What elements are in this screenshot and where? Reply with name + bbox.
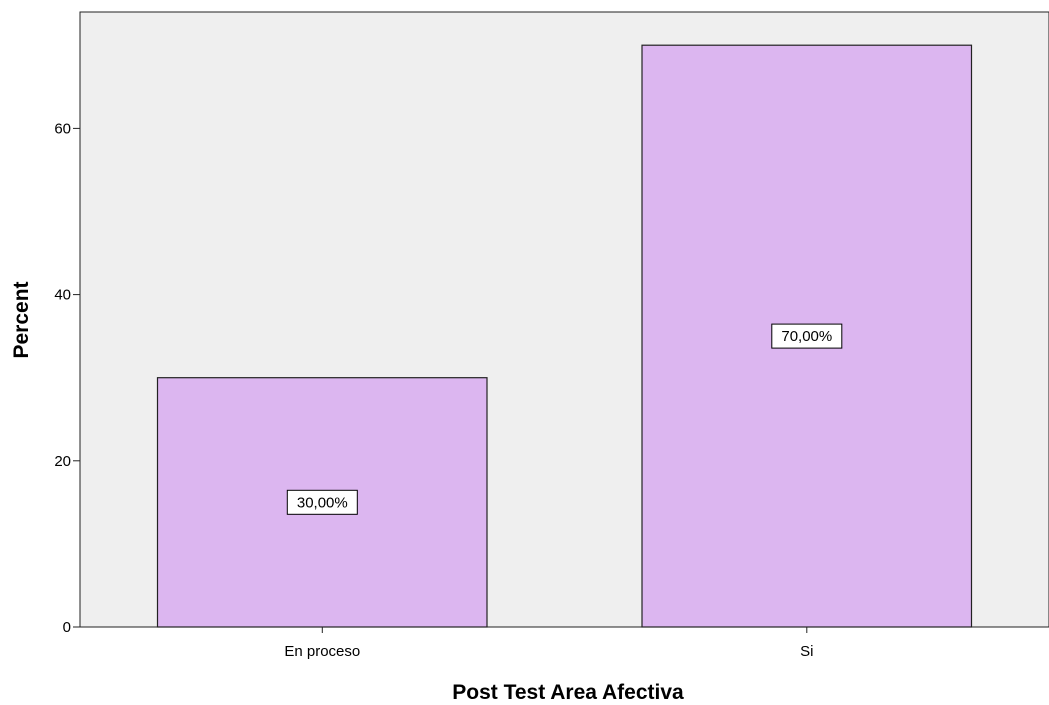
- y-axis-title: Percent: [10, 281, 33, 358]
- data-label-box-0: [286, 489, 358, 515]
- data-label-box-1: [771, 323, 843, 349]
- data-label-1: 70,00%: [781, 328, 832, 345]
- bars-layer: 30,00% 70,00%: [156, 44, 973, 628]
- x-axis-title: Post Test Area Afectiva: [452, 681, 684, 704]
- x-axis: En proceso Si: [80, 626, 1049, 660]
- y-tick-label-0: 0: [63, 619, 71, 636]
- y-tick-label-1: 20: [54, 453, 71, 470]
- x-tick-label-1: Si: [800, 643, 813, 660]
- x-tick-label-0: En proceso: [284, 643, 360, 660]
- y-axis: 0 20 40 60: [54, 12, 81, 636]
- y-tick-label-3: 60: [54, 120, 71, 137]
- data-label-0: 30,00%: [297, 494, 348, 511]
- y-tick-label-2: 40: [54, 287, 71, 304]
